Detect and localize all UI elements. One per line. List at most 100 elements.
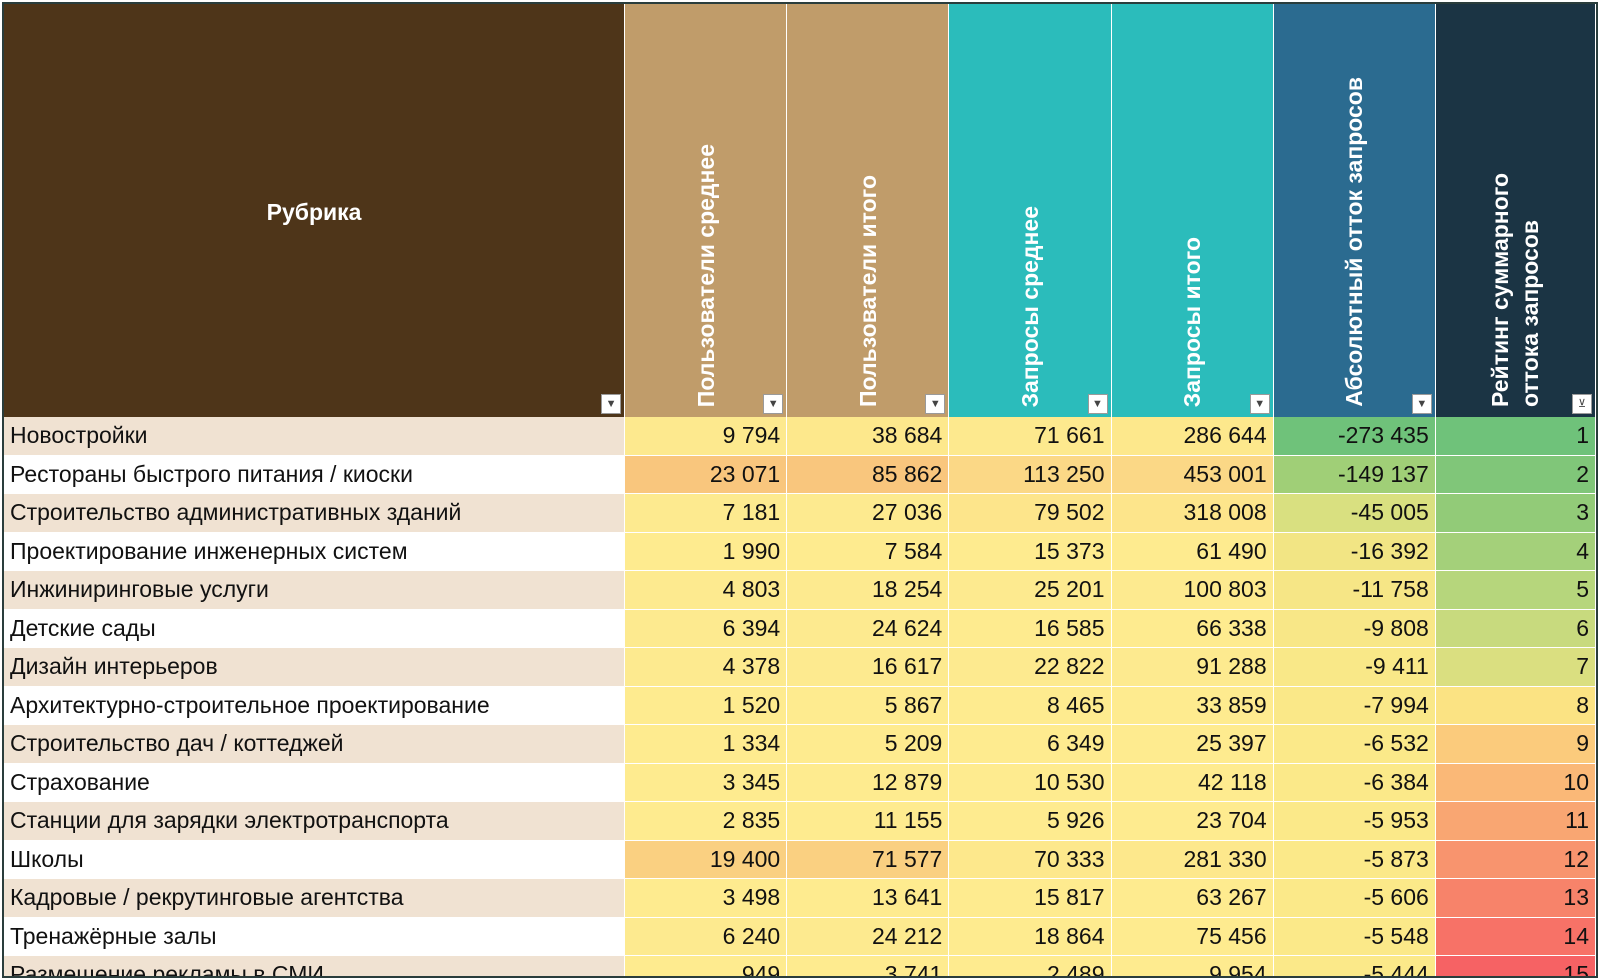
cell-users-total[interactable]: 18 254	[786, 570, 950, 610]
cell-users-avg[interactable]: 9 794	[624, 417, 788, 456]
cell-users-avg[interactable]: 3 345	[624, 763, 788, 802]
cell-requests-avg[interactable]: 113 250	[948, 455, 1112, 494]
cell-rubric[interactable]: Дизайн интерьеров	[4, 647, 626, 687]
table-row[interactable]: Детские сады 6 394 24 624 16 585 66 338 -9 80…	[4, 609, 1596, 648]
cell-users-avg[interactable]: 1 334	[624, 724, 788, 764]
cell-rank[interactable]: 11	[1435, 801, 1596, 841]
cell-rank[interactable]: 13	[1435, 878, 1596, 918]
dropdown-arrow-icon[interactable]: ▼	[925, 394, 946, 414]
cell-requests-total[interactable]: 286 644	[1111, 417, 1274, 456]
cell-rubric[interactable]: Рестораны быстрого питания / киоски	[4, 455, 626, 494]
header-abs-outflow[interactable]: Абсолютный отток запросов ▼	[1273, 4, 1436, 417]
dropdown-arrow-icon[interactable]: ▼	[1249, 394, 1270, 414]
cell-rank[interactable]: 2	[1435, 455, 1596, 494]
cell-rubric[interactable]: Строительство административных зданий	[4, 493, 626, 533]
cell-rank[interactable]: 14	[1435, 917, 1596, 956]
cell-rubric[interactable]: Инжиниринговые услуги	[4, 570, 626, 610]
table-row[interactable]: Проектирование инженерных систем 1 990 7 5…	[4, 532, 1596, 571]
cell-abs-outflow[interactable]: -5 873	[1273, 840, 1436, 879]
cell-abs-outflow[interactable]: -6 384	[1273, 763, 1436, 802]
cell-rank[interactable]: 10	[1435, 763, 1596, 802]
table-row[interactable]: Страхование 3 345 12 879 10 530 42 118 -6 384…	[4, 763, 1596, 802]
cell-users-avg[interactable]: 4 803	[624, 570, 788, 610]
cell-users-avg[interactable]: 19 400	[624, 840, 788, 879]
cell-requests-avg[interactable]: 18 864	[948, 917, 1112, 956]
cell-requests-avg[interactable]: 5 926	[948, 801, 1112, 841]
cell-users-total[interactable]: 85 862	[786, 455, 950, 494]
cell-rubric[interactable]: Школы	[4, 840, 626, 879]
cell-users-total[interactable]: 11 155	[786, 801, 950, 841]
cell-users-total[interactable]: 24 624	[786, 609, 950, 648]
cell-abs-outflow[interactable]: -7 994	[1273, 686, 1436, 725]
cell-requests-total[interactable]: 281 330	[1111, 840, 1274, 879]
cell-users-total[interactable]: 7 584	[786, 532, 950, 571]
cell-rank[interactable]: 5	[1435, 570, 1596, 610]
cell-users-avg[interactable]: 3 498	[624, 878, 788, 918]
table-row[interactable]: Строительство административных зданий 7 1…	[4, 493, 1596, 533]
cell-rank[interactable]: 1	[1435, 417, 1596, 456]
cell-abs-outflow[interactable]: -6 532	[1273, 724, 1436, 764]
cell-users-total[interactable]: 16 617	[786, 647, 950, 687]
table-row[interactable]: Архитектурно-строительное проектирование…	[4, 686, 1596, 725]
cell-abs-outflow[interactable]: -273 435	[1273, 417, 1436, 456]
cell-users-avg[interactable]: 7 181	[624, 493, 788, 533]
cell-rank[interactable]: 12	[1435, 840, 1596, 879]
cell-requests-total[interactable]: 91 288	[1111, 647, 1274, 687]
cell-requests-total[interactable]: 63 267	[1111, 878, 1274, 918]
cell-requests-avg[interactable]: 2 489	[948, 955, 1112, 976]
cell-requests-total[interactable]: 42 118	[1111, 763, 1274, 802]
cell-rank[interactable]: 6	[1435, 609, 1596, 648]
cell-rank[interactable]: 3	[1435, 493, 1596, 533]
cell-rubric[interactable]: Новостройки	[4, 417, 626, 456]
cell-rubric[interactable]: Детские сады	[4, 609, 626, 648]
cell-requests-total[interactable]: 23 704	[1111, 801, 1274, 841]
cell-rank[interactable]: 7	[1435, 647, 1596, 687]
cell-requests-total[interactable]: 66 338	[1111, 609, 1274, 648]
cell-requests-total[interactable]: 318 008	[1111, 493, 1274, 533]
cell-users-total[interactable]: 13 641	[786, 878, 950, 918]
cell-abs-outflow[interactable]: -9 411	[1273, 647, 1436, 687]
cell-rank[interactable]: 15	[1435, 955, 1596, 976]
cell-requests-total[interactable]: 453 001	[1111, 455, 1274, 494]
cell-users-total[interactable]: 27 036	[786, 493, 950, 533]
table-row[interactable]: Рестораны быстрого питания / киоски 23 07…	[4, 455, 1596, 494]
cell-rank[interactable]: 9	[1435, 724, 1596, 764]
cell-users-total[interactable]: 5 209	[786, 724, 950, 764]
dropdown-arrow-icon[interactable]: ▼	[1411, 394, 1432, 414]
cell-abs-outflow[interactable]: -11 758	[1273, 570, 1436, 610]
cell-users-total[interactable]: 12 879	[786, 763, 950, 802]
header-requests-avg[interactable]: Запросы среднее ▼	[948, 4, 1112, 417]
cell-requests-total[interactable]: 100 803	[1111, 570, 1274, 610]
cell-requests-total[interactable]: 61 490	[1111, 532, 1274, 571]
cell-rank[interactable]: 4	[1435, 532, 1596, 571]
cell-requests-avg[interactable]: 15 817	[948, 878, 1112, 918]
cell-abs-outflow[interactable]: -16 392	[1273, 532, 1436, 571]
table-row[interactable]: Дизайн интерьеров 4 378 16 617 22 822 91 288…	[4, 647, 1596, 687]
cell-requests-total[interactable]: 75 456	[1111, 917, 1274, 956]
cell-users-avg[interactable]: 1 520	[624, 686, 788, 725]
cell-users-avg[interactable]: 949	[624, 955, 788, 976]
cell-requests-avg[interactable]: 71 661	[948, 417, 1112, 456]
cell-users-total[interactable]: 5 867	[786, 686, 950, 725]
header-rubric[interactable]: Рубрика ▼	[4, 4, 626, 417]
cell-rubric[interactable]: Тренажёрные залы	[4, 917, 626, 956]
cell-users-avg[interactable]: 6 394	[624, 609, 788, 648]
cell-rubric[interactable]: Страхование	[4, 763, 626, 802]
filter-sort-icon[interactable]: ⊻	[1572, 394, 1592, 414]
cell-requests-total[interactable]: 9 954	[1111, 955, 1274, 976]
dropdown-arrow-icon[interactable]: ▼	[763, 394, 784, 414]
table-row[interactable]: Строительство дач / коттеджей 1 334 5 209 6…	[4, 724, 1596, 764]
dropdown-arrow-icon[interactable]: ▼	[601, 394, 622, 414]
cell-requests-total[interactable]: 33 859	[1111, 686, 1274, 725]
cell-abs-outflow[interactable]: -9 808	[1273, 609, 1436, 648]
cell-rubric[interactable]: Кадровые / рекрутинговые агентства	[4, 878, 626, 918]
table-row[interactable]: Новостройки 9 794 38 684 71 661 286 644 -273 …	[4, 417, 1596, 456]
table-row[interactable]: Школы 19 400 71 577 70 333 281 330 -5 873 12	[4, 840, 1596, 879]
cell-users-avg[interactable]: 23 071	[624, 455, 788, 494]
cell-users-total[interactable]: 3 741	[786, 955, 950, 976]
cell-requests-avg[interactable]: 25 201	[948, 570, 1112, 610]
table-row[interactable]: Размещение рекламы в СМИ 949 3 741 2 489 9 9…	[4, 955, 1596, 976]
cell-abs-outflow[interactable]: -5 444	[1273, 955, 1436, 976]
cell-requests-avg[interactable]: 15 373	[948, 532, 1112, 571]
header-users-avg[interactable]: Пользователи среднее ▼	[624, 4, 788, 417]
